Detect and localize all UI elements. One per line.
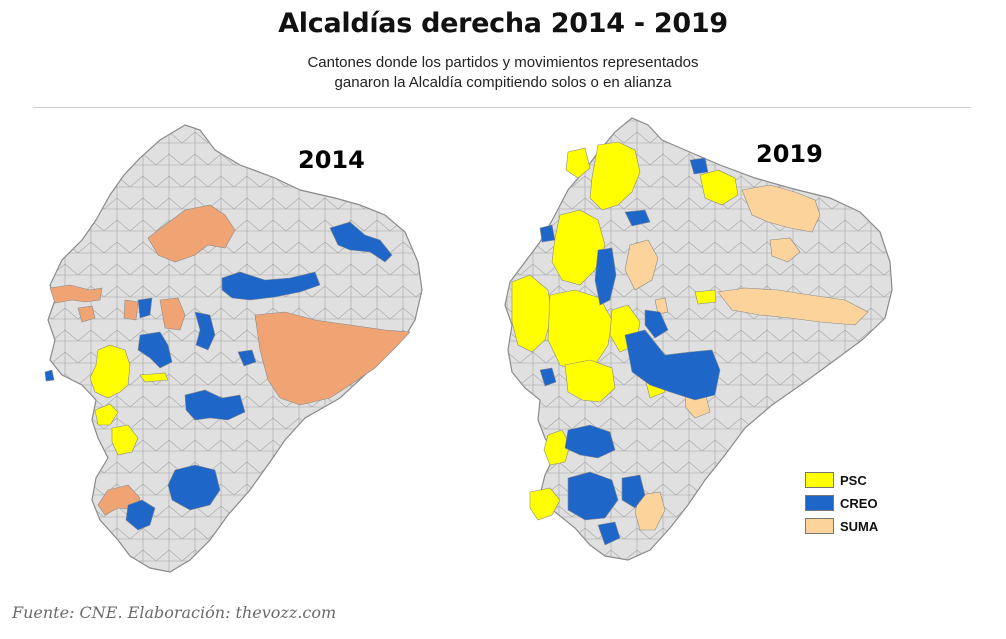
legend-swatch-suma xyxy=(805,518,834,534)
region-2019-suma-north xyxy=(741,184,821,233)
map-2019 xyxy=(504,117,893,561)
region-2019-creo-south2 xyxy=(621,474,646,509)
region-2019-creo-center xyxy=(594,247,617,306)
region-2014-blue-south1 xyxy=(167,464,221,511)
region-2019-suma-center xyxy=(624,239,659,291)
region-2014-orange-west xyxy=(49,284,103,304)
region-2014-orange-east xyxy=(254,311,411,406)
map-legend: PSC CREO SUMA xyxy=(805,470,878,539)
legend-swatch-creo xyxy=(805,495,834,511)
legend-swatch-psc xyxy=(805,472,834,488)
region-2014-orange-center2 xyxy=(123,299,139,321)
header-divider xyxy=(33,107,971,108)
legend-item-psc: PSC xyxy=(805,470,878,490)
region-2019-creo-south-band xyxy=(564,424,616,459)
map-2014 xyxy=(44,124,423,573)
region-2014-blue-mid3 xyxy=(194,311,216,351)
region-2014-blue-mid5 xyxy=(184,389,246,421)
region-2019-psc-elOro xyxy=(543,429,571,466)
legend-label-suma: SUMA xyxy=(840,518,879,534)
page-title: Alcaldías derecha 2014 - 2019 xyxy=(278,8,728,39)
region-2019-suma-east xyxy=(717,287,869,326)
canton-mesh-2014 xyxy=(48,125,422,572)
region-2019-psc-center xyxy=(547,289,613,373)
map-2019-year-label: 2019 xyxy=(756,140,823,168)
region-2019-psc-esmeraldas xyxy=(589,141,641,211)
region-2014-blue-mid4 xyxy=(237,349,257,367)
region-2014-orange-north xyxy=(147,204,236,263)
subtitle-line-2: ganaron la Alcaldía compitiendo solos o … xyxy=(334,74,672,91)
legend-label-psc: PSC xyxy=(840,472,867,488)
subtitle-line-1: Cantones donde los partidos y movimiento… xyxy=(307,54,699,71)
region-2014-blue-mid2 xyxy=(137,331,173,369)
region-2019-suma-north2 xyxy=(769,237,801,263)
region-2019-psc-east-small xyxy=(694,289,717,305)
region-2019-psc-guayas xyxy=(564,359,616,403)
page-subtitle: Cantones donde los partidos y movimiento… xyxy=(0,53,1006,93)
region-2019-creo-west xyxy=(539,224,556,243)
legend-label-creo: CREO xyxy=(840,495,878,511)
region-2019-suma-south xyxy=(634,491,666,531)
legend-item-creo: CREO xyxy=(805,493,878,513)
region-2014-orange-west2 xyxy=(77,305,96,323)
region-2014-blue-south2 xyxy=(125,499,156,531)
region-2019-suma-small xyxy=(654,297,669,315)
region-2019-creo-pastaza xyxy=(624,329,721,401)
region-2019-psc-coast xyxy=(511,274,553,353)
region-2019-creo-south3 xyxy=(597,521,621,546)
region-2014-blue-central-band xyxy=(221,271,321,301)
region-2014-yellow-elOro xyxy=(111,424,139,456)
region-2019-psc-north xyxy=(565,147,591,179)
region-2014-blue-mid1 xyxy=(137,297,153,319)
region-2014-yellow-guayas xyxy=(89,344,131,399)
region-2014-blue-coast xyxy=(44,369,55,382)
map-2014-year-label: 2014 xyxy=(298,146,365,174)
region-2019-creo-south1 xyxy=(567,471,619,521)
region-2014-orange-center xyxy=(159,297,186,331)
region-2019-creo-north2 xyxy=(689,157,709,175)
region-2019-creo-mid xyxy=(644,309,669,339)
region-2019-psc-south xyxy=(529,487,561,521)
region-2019-psc-northeast xyxy=(699,169,739,206)
region-2019-creo-west2 xyxy=(539,367,557,387)
region-2019-psc-manabi xyxy=(551,209,606,286)
legend-item-suma: SUMA xyxy=(805,516,878,536)
source-credit: Fuente: CNE. Elaboración: thevozz.com xyxy=(12,603,337,622)
region-2014-yellow-strip xyxy=(139,372,169,383)
region-2014-yellow-south-coast xyxy=(94,403,119,426)
region-2014-blue-northeast xyxy=(329,221,393,263)
region-2019-creo-north xyxy=(624,209,651,227)
